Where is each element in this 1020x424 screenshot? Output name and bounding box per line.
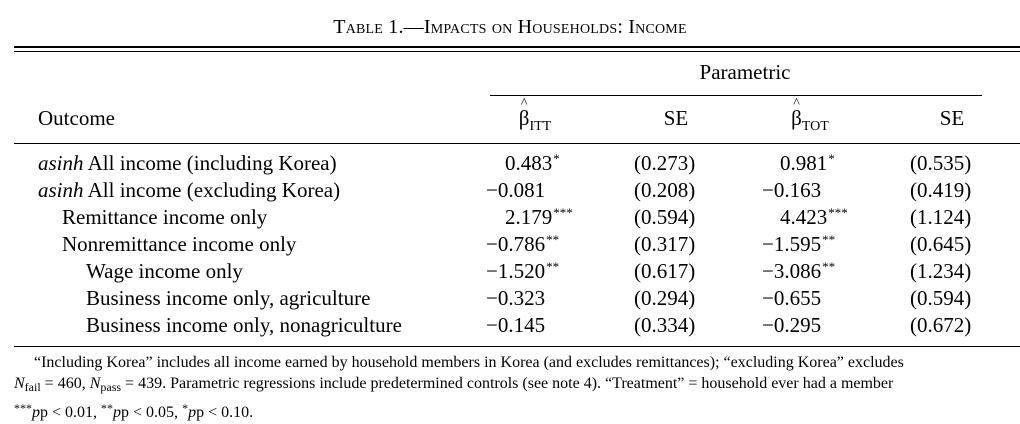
- cell-beta-itt: 2.179***: [505, 205, 573, 229]
- hat-icon: ^: [793, 96, 800, 111]
- row-label: Business income only, nonagriculture: [86, 313, 402, 337]
- cell-beta-itt: −0.786**: [486, 232, 560, 256]
- hat-icon: ^: [520, 96, 528, 111]
- table-row: Wage income only −1.520** (0.617) −3.086** (…: [0, 259, 1020, 286]
- cell-se-itt: (0.294): [634, 286, 696, 310]
- note-line-2: Nfail = 460, Npass = 439. Parametric reg…: [14, 375, 894, 394]
- table-row: Business income only, agriculture −0.323 (…: [0, 286, 1020, 313]
- cell-beta-itt: −0.145: [486, 313, 546, 337]
- table-row: asinh All income (excluding Korea) −0.081…: [0, 178, 1020, 205]
- cell-beta-tot: −0.295: [762, 313, 822, 337]
- cell-se-tot: (0.594): [910, 286, 972, 310]
- cell-se-tot: (1.234): [910, 259, 972, 283]
- outcome-header: Outcome: [38, 106, 115, 130]
- table-row: Nonremittance income only −0.786** (0.317)…: [0, 232, 1020, 259]
- group-header-parametric: Parametric: [699, 60, 791, 84]
- row-label: asinh All income (excluding Korea): [38, 178, 341, 202]
- cell-beta-itt: −0.323: [486, 286, 546, 310]
- table-bottom-rule: [14, 346, 1020, 347]
- row-label: Wage income only: [86, 259, 243, 283]
- cell-beta-tot: −0.163: [762, 178, 822, 202]
- col-head-beta-tot: ^ βTOT: [791, 96, 829, 134]
- cell-se-tot: (0.419): [910, 178, 972, 202]
- cell-beta-tot: −0.655: [762, 286, 822, 310]
- note-line-3: ***pp < 0.01, **pp < 0.05, *pp < 0.10.: [14, 401, 254, 421]
- col-head-se-itt: SE: [663, 106, 689, 130]
- cell-se-itt: (0.208): [634, 178, 696, 202]
- row-label: Remittance income only: [62, 205, 268, 229]
- cell-se-itt: (0.273): [634, 151, 696, 175]
- cell-beta-tot: −1.595**: [762, 232, 836, 256]
- cell-se-tot: (0.645): [910, 232, 972, 256]
- header-bottom-rule: [14, 143, 1020, 144]
- table-notes: “Including Korea” includes all income ea…: [14, 352, 1020, 423]
- top-double-rule-1: [14, 46, 1020, 48]
- table-row: asinh All income (including Korea) 0.483*…: [0, 151, 1020, 178]
- table-row: Business income only, nonagriculture −0.1…: [0, 313, 1020, 340]
- cell-se-tot: (1.124): [910, 205, 972, 229]
- row-label: Business income only, agriculture: [86, 286, 371, 310]
- table-title: Table 1.—Impacts on Households: Income: [333, 16, 687, 38]
- row-label: asinh All income (including Korea): [38, 151, 337, 175]
- cell-se-tot: (0.672): [910, 313, 972, 337]
- cell-beta-tot: 4.423***: [780, 205, 848, 229]
- cell-se-itt: (0.594): [634, 205, 696, 229]
- table-row: Remittance income only 2.179*** (0.594) 4.4…: [0, 205, 1020, 232]
- cell-beta-tot: −3.086**: [762, 259, 836, 283]
- cell-beta-itt: −0.081: [486, 178, 546, 202]
- top-double-rule-2: [14, 51, 1020, 52]
- col-head-se-tot: SE: [939, 106, 965, 130]
- col-head-beta-itt: ^ βITT: [518, 96, 552, 134]
- cell-se-itt: (0.617): [634, 259, 696, 283]
- note-line-1: “Including Korea” includes all income ea…: [34, 354, 904, 371]
- cell-se-itt: (0.317): [634, 232, 696, 256]
- row-label: Nonremittance income only: [62, 232, 297, 256]
- cell-se-itt: (0.334): [634, 313, 696, 337]
- cell-beta-itt: −1.520**: [486, 259, 560, 283]
- cell-beta-tot: 0.981*: [780, 151, 835, 175]
- group-underline: [490, 95, 982, 96]
- cell-se-tot: (0.535): [910, 151, 972, 175]
- cell-beta-itt: 0.483*: [505, 151, 560, 175]
